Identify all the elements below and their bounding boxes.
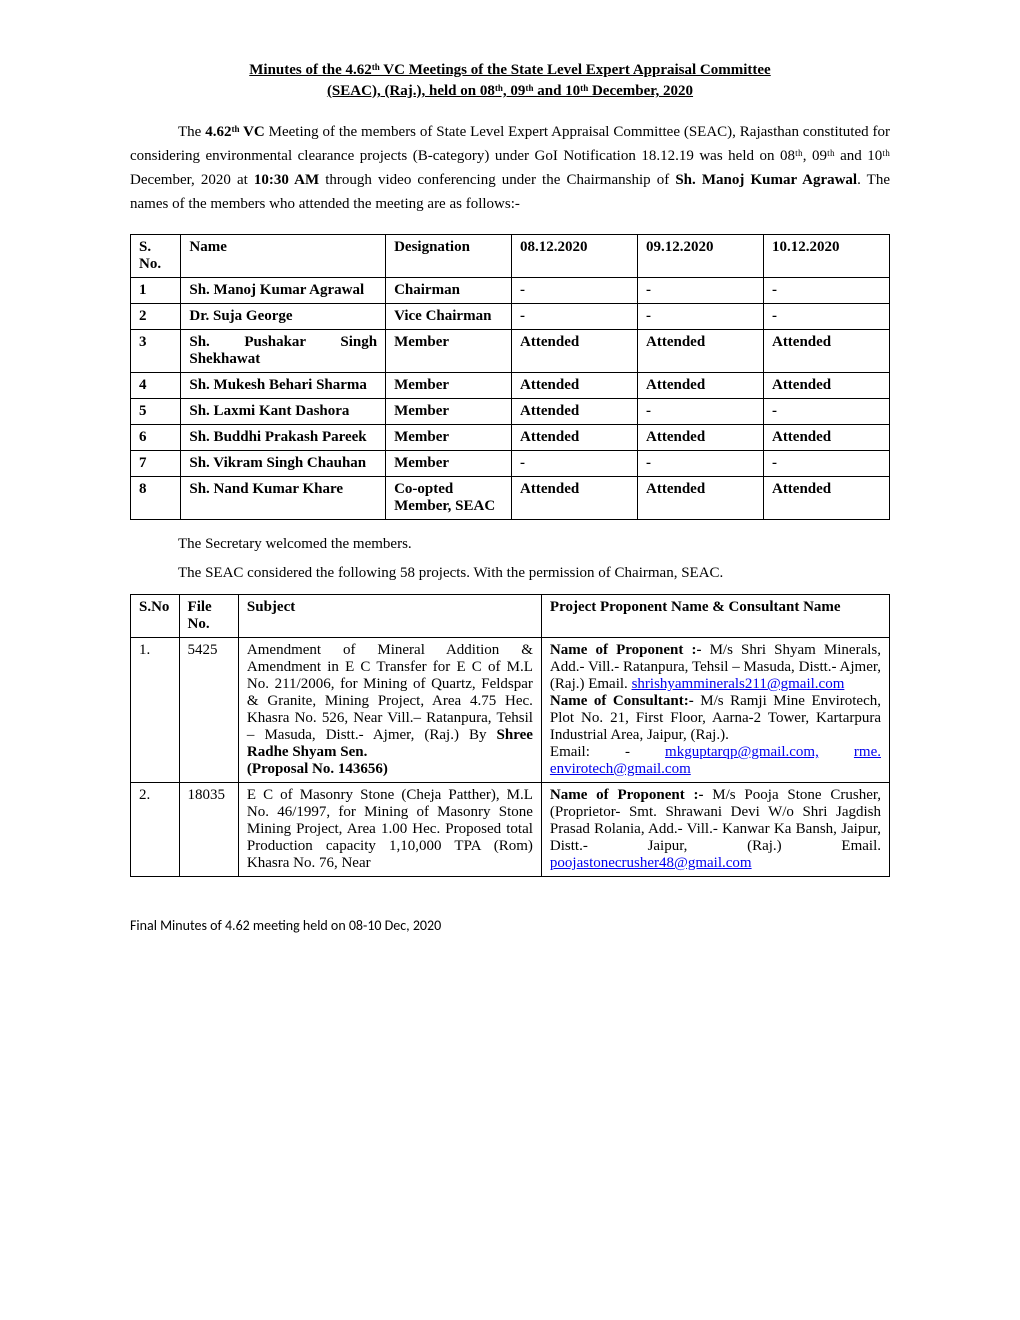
page-footer: Final Minutes of 4.62 meeting held on 08…: [130, 917, 890, 934]
attendance-row: 1Sh. Manoj Kumar AgrawalChairman---: [131, 278, 890, 304]
attendance-body: 1Sh. Manoj Kumar AgrawalChairman---2Dr. …: [131, 278, 890, 520]
title-line-2: (SEAC), (Raj.), held on 08ᵗʰ, 09ᵗʰ and 1…: [327, 83, 693, 99]
attendance-cell: Attended: [638, 330, 764, 373]
attendance-cell: Attended: [763, 330, 889, 373]
projects-header-cell: Subject: [238, 595, 541, 638]
attendance-cell: Sh. Nand Kumar Khare: [181, 477, 386, 520]
attendance-row: 8Sh. Nand Kumar KhareCo-opted Member, SE…: [131, 477, 890, 520]
attendance-cell: -: [638, 278, 764, 304]
attendance-cell: Attended: [638, 425, 764, 451]
attendance-cell: -: [763, 399, 889, 425]
attendance-cell: -: [638, 399, 764, 425]
attendance-header-cell: 09.12.2020: [638, 235, 764, 278]
attendance-cell: Co-opted Member, SEAC: [386, 477, 512, 520]
attendance-cell: Sh. Buddhi Prakash Pareek: [181, 425, 386, 451]
attendance-cell: Member: [386, 399, 512, 425]
attendance-cell: 5: [131, 399, 181, 425]
projects-head: S.NoFile No.SubjectProject Proponent Nam…: [131, 595, 890, 638]
attendance-row: 5Sh. Laxmi Kant DashoraMemberAttended--: [131, 399, 890, 425]
attendance-row: 6Sh. Buddhi Prakash PareekMemberAttended…: [131, 425, 890, 451]
attendance-cell: Dr. Suja George: [181, 304, 386, 330]
attendance-cell: Member: [386, 373, 512, 399]
projects-file-no: 5425: [179, 638, 238, 783]
projects-proponent: Name of Proponent :- M/s Shri Shyam Mine…: [541, 638, 889, 783]
attendance-cell: -: [512, 278, 638, 304]
attendance-cell: Attended: [638, 477, 764, 520]
attendance-cell: -: [763, 278, 889, 304]
attendance-cell: 2: [131, 304, 181, 330]
attendance-cell: Sh. Manoj Kumar Agrawal: [181, 278, 386, 304]
attendance-cell: -: [763, 451, 889, 477]
attendance-cell: Attended: [763, 373, 889, 399]
attendance-cell: Attended: [512, 425, 638, 451]
attendance-cell: Member: [386, 451, 512, 477]
attendance-cell: Chairman: [386, 278, 512, 304]
attendance-cell: Sh. Mukesh Behari Sharma: [181, 373, 386, 399]
attendance-cell: Attended: [512, 399, 638, 425]
attendance-cell: Attended: [512, 330, 638, 373]
attendance-row: 4Sh. Mukesh Behari SharmaMemberAttendedA…: [131, 373, 890, 399]
projects-sno: 2.: [131, 783, 180, 877]
attendance-cell: -: [512, 304, 638, 330]
attendance-cell: 4: [131, 373, 181, 399]
attendance-header-cell: 08.12.2020: [512, 235, 638, 278]
attendance-cell: 7: [131, 451, 181, 477]
attendance-cell: 6: [131, 425, 181, 451]
attendance-cell: 1: [131, 278, 181, 304]
attendance-table: S. No.NameDesignation08.12.202009.12.202…: [130, 234, 890, 520]
projects-row: 2.18035E C of Masonry Stone (Cheja Patth…: [131, 783, 890, 877]
attendance-cell: -: [638, 304, 764, 330]
attendance-cell: Attended: [512, 477, 638, 520]
projects-header-row: S.NoFile No.SubjectProject Proponent Nam…: [131, 595, 890, 638]
projects-row: 1.5425Amendment of Mineral Addition & Am…: [131, 638, 890, 783]
attendance-cell: -: [512, 451, 638, 477]
attendance-header-cell: Designation: [386, 235, 512, 278]
projects-sno: 1.: [131, 638, 180, 783]
projects-subject: E C of Masonry Stone (Cheja Patther), M.…: [238, 783, 541, 877]
attendance-cell: Member: [386, 330, 512, 373]
attendance-row: 2Dr. Suja GeorgeVice Chairman---: [131, 304, 890, 330]
projects-header-cell: S.No: [131, 595, 180, 638]
attendance-cell: Attended: [638, 373, 764, 399]
attendance-cell: Attended: [763, 477, 889, 520]
projects-subject: Amendment of Mineral Addition & Amendmen…: [238, 638, 541, 783]
paragraph-2: The SEAC considered the following 58 pro…: [130, 565, 890, 582]
attendance-cell: 8: [131, 477, 181, 520]
attendance-header-row: S. No.NameDesignation08.12.202009.12.202…: [131, 235, 890, 278]
projects-table: S.NoFile No.SubjectProject Proponent Nam…: [130, 594, 890, 877]
projects-header-cell: File No.: [179, 595, 238, 638]
attendance-row: 3Sh. Pushakar Singh ShekhawatMemberAtten…: [131, 330, 890, 373]
intro-paragraph: The 4.62ᵗʰ VC Meeting of the members of …: [130, 120, 890, 216]
attendance-header-cell: 10.12.2020: [763, 235, 889, 278]
attendance-cell: Attended: [763, 425, 889, 451]
attendance-head: S. No.NameDesignation08.12.202009.12.202…: [131, 235, 890, 278]
title-line-1: Minutes of the 4.62ᵗʰ VC Meetings of the…: [249, 62, 770, 78]
attendance-cell: Member: [386, 425, 512, 451]
attendance-cell: Sh. Vikram Singh Chauhan: [181, 451, 386, 477]
attendance-cell: Vice Chairman: [386, 304, 512, 330]
paragraph-1: The Secretary welcomed the members.: [130, 536, 890, 553]
projects-file-no: 18035: [179, 783, 238, 877]
projects-header-cell: Project Proponent Name & Consultant Name: [541, 595, 889, 638]
projects-proponent: Name of Proponent :- M/s Pooja Stone Cru…: [541, 783, 889, 877]
attendance-row: 7Sh. Vikram Singh ChauhanMember---: [131, 451, 890, 477]
attendance-cell: Sh. Laxmi Kant Dashora: [181, 399, 386, 425]
attendance-cell: Attended: [512, 373, 638, 399]
page-title: Minutes of the 4.62ᵗʰ VC Meetings of the…: [130, 60, 890, 102]
attendance-header-cell: Name: [181, 235, 386, 278]
attendance-header-cell: S. No.: [131, 235, 181, 278]
attendance-cell: -: [763, 304, 889, 330]
attendance-cell: 3: [131, 330, 181, 373]
attendance-cell: Sh. Pushakar Singh Shekhawat: [181, 330, 386, 373]
projects-body: 1.5425Amendment of Mineral Addition & Am…: [131, 638, 890, 877]
attendance-cell: -: [638, 451, 764, 477]
